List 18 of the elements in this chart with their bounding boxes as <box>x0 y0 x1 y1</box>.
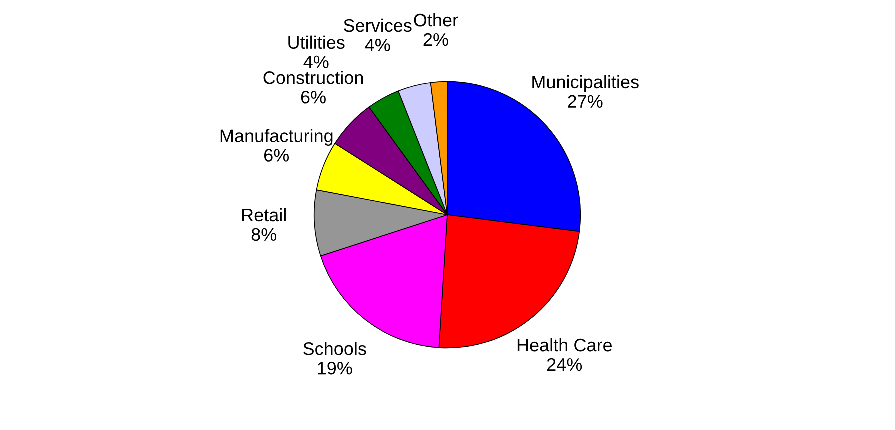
data-label: 4% <box>365 38 390 52</box>
data-label: 24% <box>547 358 582 372</box>
data-label: 6% <box>264 149 290 162</box>
data-label: 4% <box>304 56 329 68</box>
slice-label: Schools <box>304 342 366 356</box>
data-label: 19% <box>318 362 352 375</box>
data-label: 27% <box>568 95 603 108</box>
slice-label: Municipalities <box>532 75 639 92</box>
slice-label: Other <box>414 13 458 27</box>
data-label: 8% <box>252 228 277 242</box>
slice-label: Services <box>344 18 412 32</box>
slice-label: Retail <box>242 208 286 222</box>
data-label: 6% <box>301 90 326 104</box>
slice-label: Utilities <box>288 36 345 50</box>
slice-label: Construction <box>264 71 364 84</box>
slice-label: Health Care <box>518 338 612 352</box>
slice-label: Manufacturing <box>220 129 333 146</box>
data-label: 2% <box>424 33 448 46</box>
